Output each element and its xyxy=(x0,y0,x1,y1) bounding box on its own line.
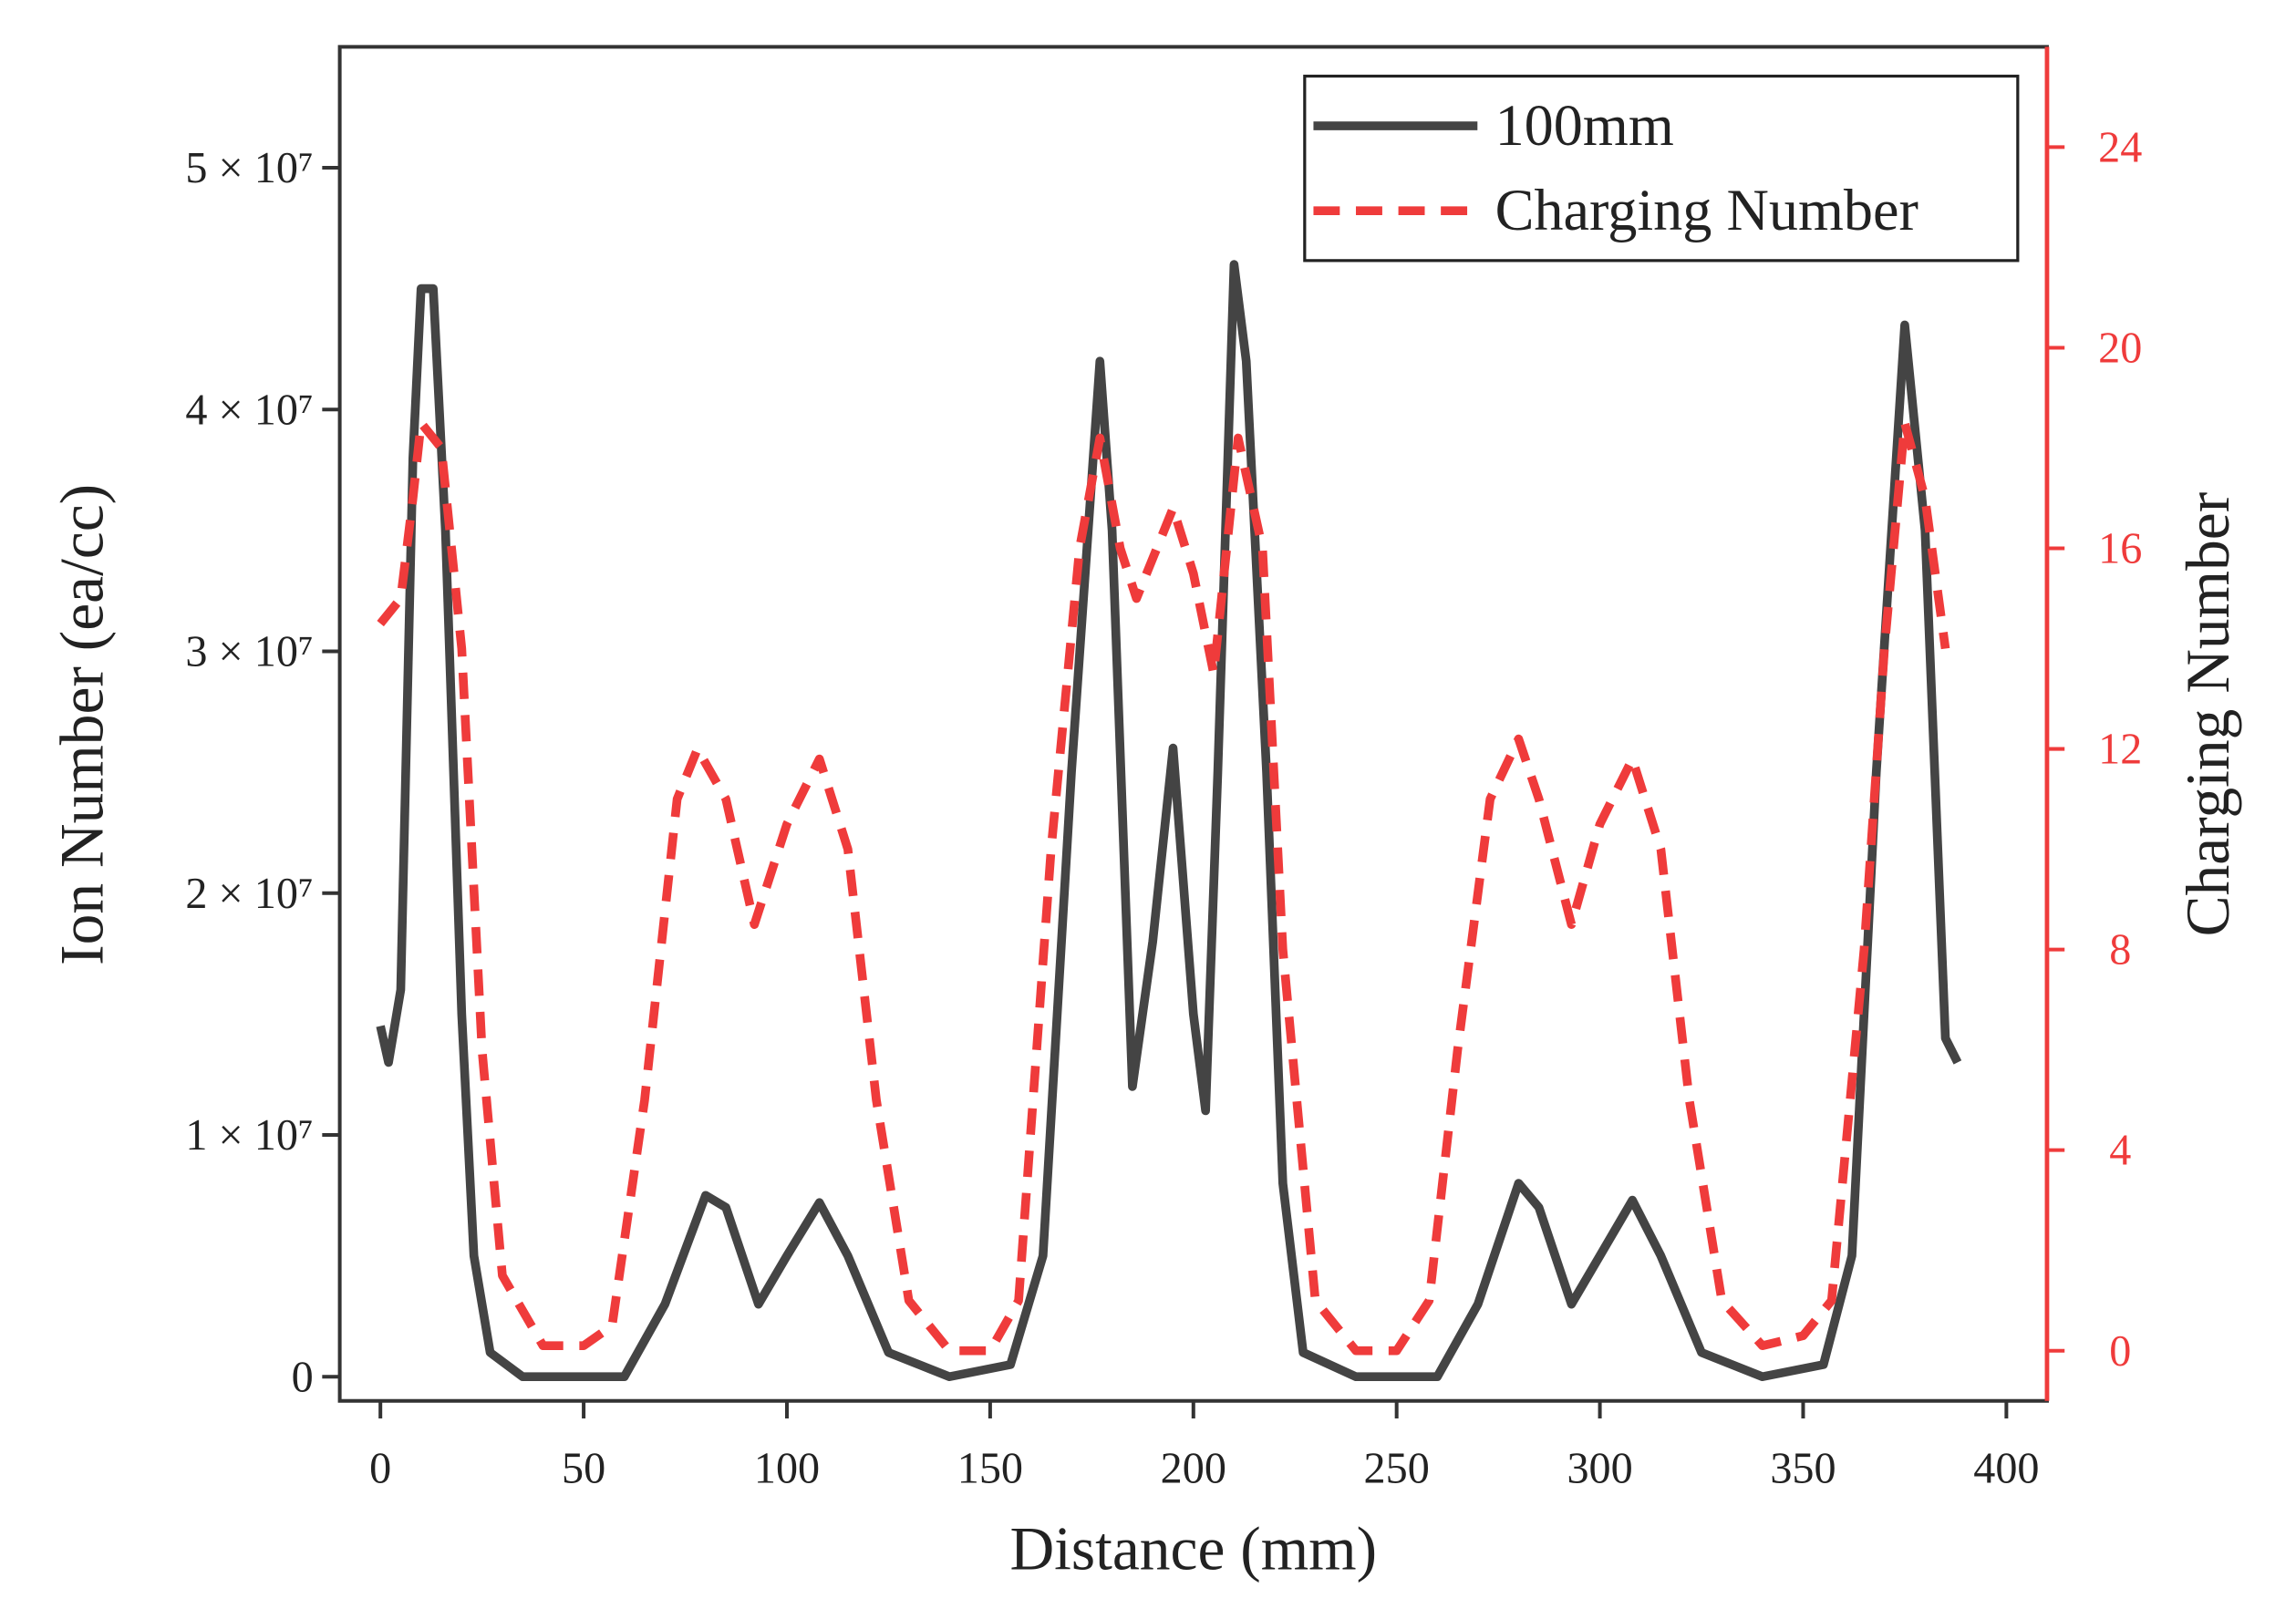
data-line xyxy=(377,418,1950,1356)
y2-tick-label: 16 xyxy=(2098,525,2142,573)
y2-tick-label: 0 xyxy=(2109,1327,2131,1376)
y-axis-label: Ion Number (ea/cc) xyxy=(47,484,116,965)
y-tick-label: 5 × 10⁷ xyxy=(185,144,313,192)
y2-axis-label: Charging Number xyxy=(2174,492,2242,937)
x-tick-label: 200 xyxy=(1161,1445,1226,1493)
y2-tick-label: 24 xyxy=(2098,123,2142,171)
x-tick-label: 350 xyxy=(1770,1445,1836,1493)
y-tick-label: 4 × 10⁷ xyxy=(185,386,313,434)
x-tick-label: 300 xyxy=(1567,1445,1632,1493)
x-tick-label: 400 xyxy=(1973,1445,2039,1493)
y2-tick-label: 4 xyxy=(2109,1127,2131,1175)
x-tick-label: 0 xyxy=(369,1445,391,1493)
y-tick-label: 0 xyxy=(292,1353,314,1401)
data-line xyxy=(376,260,1962,1382)
legend-label: Charging Number xyxy=(1495,178,1919,242)
x-tick-label: 150 xyxy=(957,1445,1023,1493)
legend-label: 100mm xyxy=(1495,93,1674,158)
y-tick-label: 2 × 10⁷ xyxy=(185,870,313,918)
legend-box xyxy=(1303,74,2020,263)
x-tick-label: 100 xyxy=(754,1445,820,1493)
x-tick-label: 50 xyxy=(562,1445,605,1493)
y-tick-label: 1 × 10⁷ xyxy=(185,1111,313,1160)
x-axis-label: Distance (mm) xyxy=(1009,1514,1377,1583)
y2-tick-label: 8 xyxy=(2109,926,2131,974)
y2-tick-label: 12 xyxy=(2098,726,2142,774)
y-tick-label: 3 × 10⁷ xyxy=(185,628,313,676)
y2-tick-label: 20 xyxy=(2098,325,2142,373)
x-tick-label: 250 xyxy=(1364,1445,1430,1493)
